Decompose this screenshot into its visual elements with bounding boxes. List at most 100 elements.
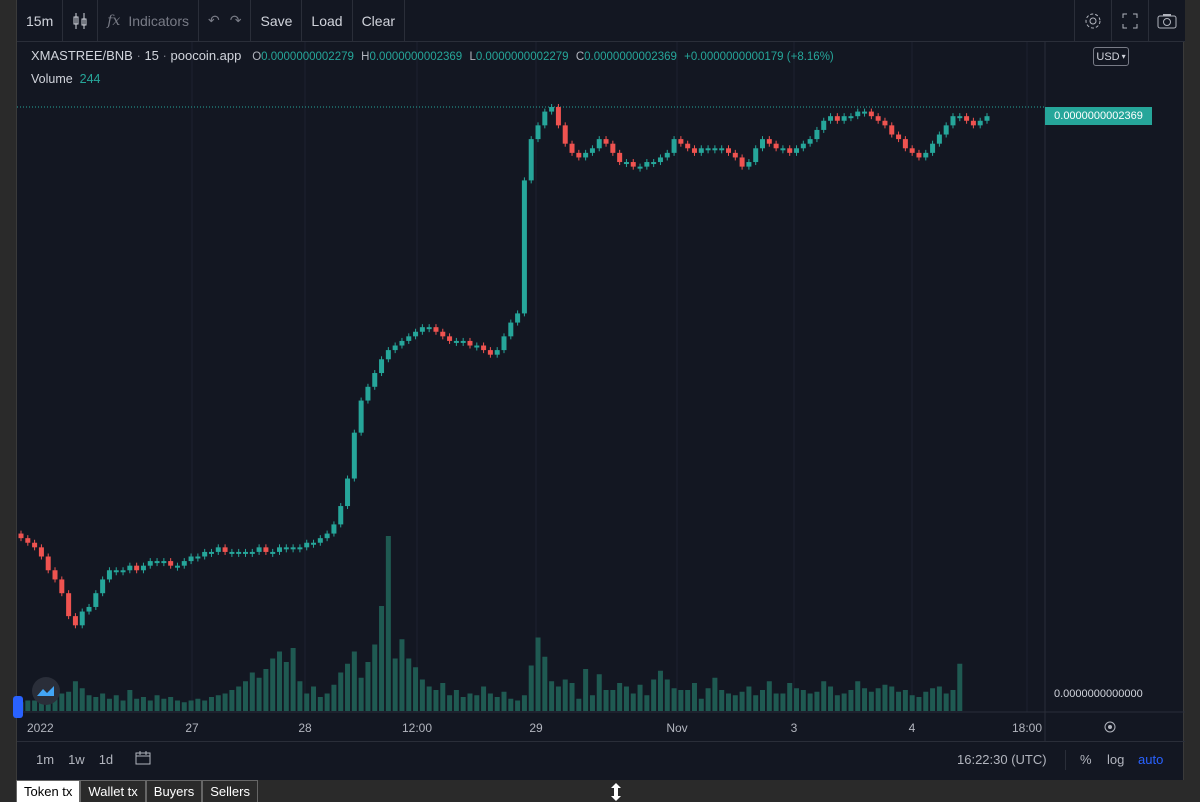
candle-body bbox=[651, 162, 657, 165]
indicators-button[interactable]: fx Indicators bbox=[98, 0, 200, 42]
volume-bar bbox=[106, 698, 112, 711]
candle bbox=[38, 544, 44, 560]
redo-icon[interactable]: ↷ bbox=[229, 12, 242, 28]
candle-body bbox=[746, 162, 752, 167]
tab-token-tx[interactable]: Token tx bbox=[16, 780, 81, 802]
candle-body bbox=[691, 148, 697, 153]
volume-bar bbox=[834, 695, 840, 711]
x-tick-label: 2022 bbox=[27, 721, 54, 735]
candle bbox=[685, 140, 691, 152]
candle bbox=[290, 544, 296, 553]
volume-bar bbox=[331, 684, 337, 711]
currency-dropdown[interactable]: USD ▾ bbox=[1093, 47, 1129, 66]
undo-icon[interactable]: ↶ bbox=[208, 12, 220, 28]
range-1d[interactable]: 1d bbox=[98, 752, 114, 767]
candle bbox=[821, 117, 827, 133]
volume-bar bbox=[896, 691, 902, 711]
tab-buyers[interactable]: Buyers bbox=[145, 780, 203, 802]
candle bbox=[691, 145, 697, 156]
low-value: 0.0000000002279 bbox=[475, 51, 569, 63]
volume-bar bbox=[508, 698, 514, 711]
volume-bar bbox=[576, 698, 582, 711]
tab-sellers[interactable]: Sellers bbox=[202, 780, 258, 802]
candle bbox=[154, 558, 160, 567]
candle bbox=[304, 539, 310, 551]
candle-body bbox=[256, 547, 262, 552]
candle-body bbox=[154, 561, 160, 564]
candle-body bbox=[882, 120, 888, 126]
range-1m[interactable]: 1m bbox=[36, 752, 55, 767]
candle-body bbox=[916, 152, 922, 158]
candle bbox=[379, 356, 385, 377]
camera-icon[interactable] bbox=[1148, 0, 1185, 42]
log-toggle[interactable]: log bbox=[1107, 752, 1125, 767]
high-value: 0.0000000002369 bbox=[369, 51, 463, 63]
volume-bar bbox=[52, 695, 58, 711]
auto-toggle[interactable]: auto bbox=[1138, 752, 1164, 767]
range-1w[interactable]: 1w bbox=[68, 752, 85, 767]
candle bbox=[134, 562, 140, 574]
candle-body bbox=[596, 139, 602, 149]
candle-body bbox=[297, 547, 303, 550]
settings-icon[interactable] bbox=[1074, 0, 1111, 42]
interval-button[interactable]: 15m bbox=[17, 0, 64, 42]
goto-date-icon[interactable] bbox=[128, 751, 158, 768]
clear-button[interactable]: Clear bbox=[353, 0, 406, 42]
resize-handle-icon[interactable] bbox=[608, 782, 624, 802]
volume-bar bbox=[283, 662, 289, 711]
volume-bar bbox=[474, 695, 480, 711]
load-label: Load bbox=[311, 12, 343, 29]
volume-bar bbox=[501, 691, 507, 711]
candle bbox=[453, 337, 459, 346]
fullscreen-icon[interactable] bbox=[1111, 0, 1148, 42]
volume-bar bbox=[188, 700, 194, 711]
candle-body bbox=[127, 565, 133, 571]
candle bbox=[229, 548, 235, 557]
candle bbox=[242, 548, 248, 557]
candle-body bbox=[862, 111, 868, 114]
volume-bar bbox=[685, 690, 691, 711]
volume-bar bbox=[732, 695, 738, 711]
tab-wallet-tx[interactable]: Wallet tx bbox=[80, 780, 146, 802]
series-legend: XMASTREE/BNB · 15 · poocoin.app O0.00000… bbox=[31, 48, 834, 63]
volume-bar bbox=[413, 667, 419, 711]
volume-bar bbox=[651, 679, 657, 711]
volume-bar bbox=[800, 690, 806, 711]
candle bbox=[392, 342, 398, 354]
candle-body bbox=[644, 162, 650, 167]
candle-body bbox=[787, 148, 793, 153]
percent-toggle[interactable]: % bbox=[1080, 752, 1092, 767]
candle-body bbox=[766, 139, 772, 144]
candle bbox=[807, 136, 813, 147]
volume-bar bbox=[72, 681, 78, 711]
tradingview-logo[interactable] bbox=[32, 677, 60, 705]
volume-bar bbox=[25, 700, 31, 711]
volume-bar bbox=[957, 663, 963, 711]
candle-body bbox=[72, 616, 78, 626]
candle-body bbox=[324, 533, 330, 539]
volume-bar bbox=[549, 681, 555, 711]
sidebar-toggle[interactable] bbox=[13, 696, 23, 718]
candle bbox=[494, 347, 500, 358]
volume-bar bbox=[725, 693, 731, 711]
candle bbox=[66, 590, 72, 620]
zero-price-label: 0.0000000000000 bbox=[1054, 688, 1143, 700]
candle bbox=[862, 108, 868, 117]
chart-type-button[interactable] bbox=[63, 0, 99, 42]
top-toolbar: 15m fx Indicators ↶ ↷ Save Load Clear bbox=[17, 0, 1185, 42]
volume-bar bbox=[290, 648, 296, 711]
load-button[interactable]: Load bbox=[302, 0, 353, 42]
chart-canvas[interactable]: 2022 27 28 12:00 29 Nov 3 4 18:00 bbox=[17, 42, 1185, 741]
volume-bar bbox=[705, 688, 711, 711]
utc-clock[interactable]: 16:22:30 (UTC) bbox=[957, 752, 1047, 767]
volume-bar bbox=[691, 683, 697, 711]
candle-body bbox=[705, 148, 711, 151]
candle-body bbox=[263, 547, 269, 552]
candle-body bbox=[834, 116, 840, 121]
volume-bar bbox=[249, 672, 255, 711]
candle-body bbox=[202, 551, 208, 557]
candle bbox=[623, 159, 629, 168]
candle-body bbox=[100, 579, 106, 594]
candle-body bbox=[426, 327, 432, 330]
save-button[interactable]: Save bbox=[251, 0, 303, 42]
